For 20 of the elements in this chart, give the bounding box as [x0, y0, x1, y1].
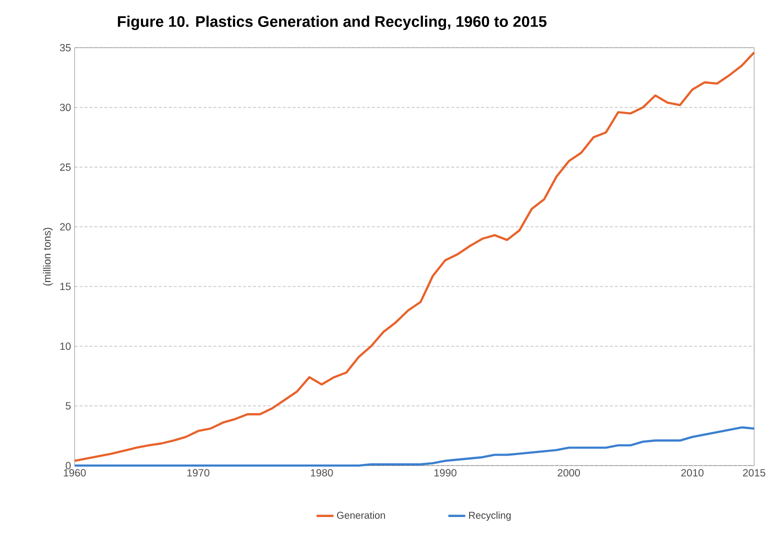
y-axis-title: (million tons)	[43, 228, 53, 286]
y-tick-label: 20	[60, 223, 71, 230]
y-tick-label: 25	[60, 163, 71, 171]
y-tick-label: 35	[60, 44, 71, 52]
line-series	[74, 51, 756, 462]
y-tick-label: 5	[66, 402, 71, 410]
y-tick-label: 15	[60, 282, 71, 290]
chart-title: Figure 10. Plastics Generation and Recycling, 1960 to 2015	[118, 16, 547, 30]
x-tick-label: 2000	[558, 468, 580, 476]
y-tick-label: 10	[60, 342, 71, 350]
y-tick-label: 0	[66, 462, 71, 470]
y-tick-label: 30	[60, 104, 71, 112]
x-tick-label: 1990	[434, 468, 456, 476]
x-tick-label: 1980	[310, 468, 333, 476]
x-tick-label: 2015	[743, 468, 766, 476]
x-tick-label: 1960	[64, 468, 86, 476]
legend-label: Generation	[337, 511, 385, 519]
legend-label: Recycling	[469, 511, 511, 521]
x-tick-label: 1970	[187, 468, 210, 476]
x-tick-label: 2010	[681, 468, 704, 476]
